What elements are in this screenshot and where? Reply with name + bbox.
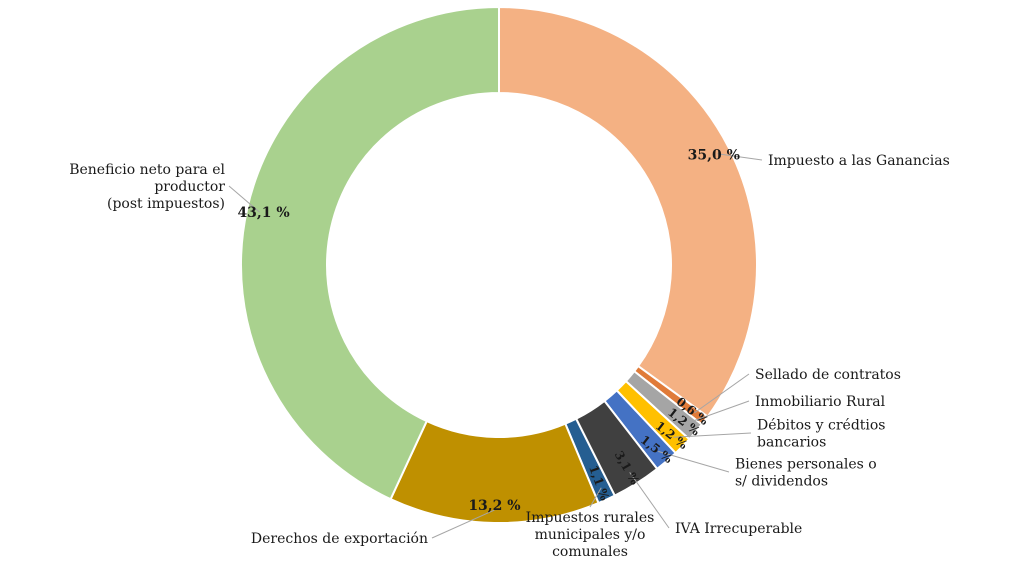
category-label-line: IVA Irrecuperable [675,521,802,537]
slice-1 [498,5,758,419]
category-label-2: Sellado de contratos [755,367,901,383]
category-label-line: Derechos de exportación [251,531,428,547]
category-label-3: Inmobiliario Rural [755,394,886,410]
category-label-line: bancarios [757,435,826,451]
category-label-line: Bienes personales o [735,457,877,473]
leader-line-6 [629,472,670,529]
category-label-line: productor [154,179,225,195]
leader-line-8 [431,509,495,539]
donut-slices [240,5,758,524]
category-label-line: Sellado de contratos [755,367,901,383]
leader-line-1 [717,153,763,161]
category-label-8: Derechos de exportación [251,531,428,547]
category-label-line: Inmobiliario Rural [755,394,886,410]
leader-line-9 [228,185,260,213]
leader-line-5 [658,450,730,473]
category-label-5: Bienes personales o s/ dividendos [735,457,877,490]
category-label-9: Beneficio neto para el productor (post imp… [69,162,225,212]
leader-line-3 [685,400,750,425]
category-label-line: municipales y/o [535,527,646,543]
category-label-line: Impuesto a las Ganancias [768,153,950,169]
category-label-line: s/ dividendos [735,474,828,490]
leader-lines [228,153,763,539]
category-labels: Impuesto a las Ganancias Sellado de contr… [69,153,950,560]
category-label-line: Débitos y crédtios [757,418,886,434]
percent-label-8: 13,2 % [468,498,520,514]
percent-label-1: 35,0 % [688,148,740,164]
category-label-6: IVA Irrecuperable [675,521,802,537]
leader-line-4 [673,432,752,438]
category-label-line: Impuestos rurales [526,510,655,526]
leader-line-2 [694,373,750,414]
category-label-7: Impuestos rurales municipales y/o comunale… [526,510,655,560]
category-label-line: (post impuestos) [107,196,225,212]
slice-9 [240,5,500,501]
percent-label-9: 43,1 % [237,205,289,221]
category-label-1: Impuesto a las Ganancias [768,153,950,169]
category-label-line: Beneficio neto para el [69,162,225,178]
category-label-4: Débitos y crédtios bancarios [757,418,886,451]
category-label-line: comunales [552,544,628,560]
leader-line-7 [589,487,602,508]
